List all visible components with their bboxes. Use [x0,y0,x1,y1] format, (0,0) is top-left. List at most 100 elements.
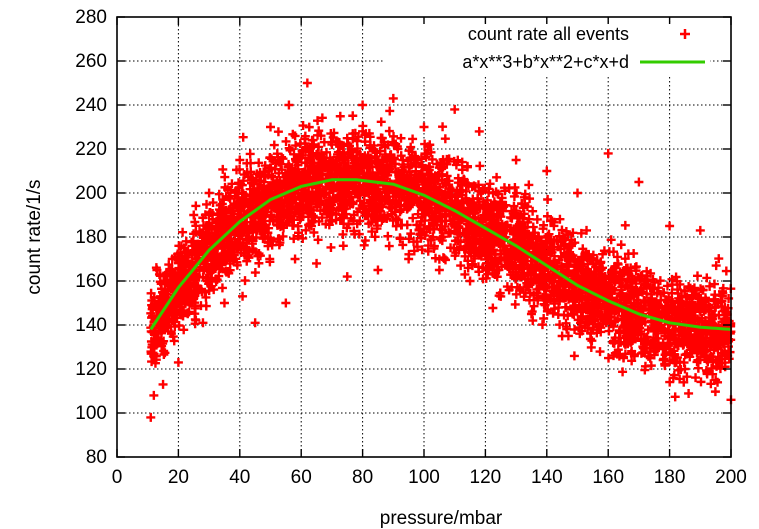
scatter-point [697,317,707,327]
scatter-point [291,141,301,151]
scatter-point [528,222,538,232]
scatter-point [285,145,295,155]
scatter-point [496,212,506,222]
scatter-point [231,228,241,238]
scatter-point [585,311,595,321]
scatter-point [223,245,233,255]
scatter-point [638,305,648,315]
scatter-point [542,211,552,221]
scatter-point [640,276,650,286]
scatter-point [714,331,724,341]
scatter-point [512,221,522,231]
scatter-point [247,239,257,249]
scatter-point [714,254,724,264]
scatter-point [555,214,565,224]
scatter-point [331,215,341,225]
scatter-point [238,132,248,142]
scatter-point [465,276,475,286]
scatter-point [680,364,690,374]
scatter-point [623,283,633,293]
scatter-point [596,323,606,333]
scatter-point [438,189,448,199]
scatter-point [310,191,320,201]
scatter-point [198,213,208,223]
scatter-point [486,242,496,252]
scatter-point [365,132,375,142]
scatter-point [259,221,269,231]
scatter-point [263,228,273,238]
scatter-point [626,291,636,301]
scatter-point [296,203,306,213]
scatter-point [250,268,260,278]
scatter-point [588,324,598,334]
scatter-point [238,176,248,186]
y-tick-label: 100 [75,403,107,424]
scatter-point [366,217,376,227]
scatter-point [715,354,725,364]
scatter-point [393,144,403,154]
scatter-point [566,289,576,299]
scatter-point [640,348,650,358]
scatter-point [324,188,334,198]
scatter-point [682,297,692,307]
scatter-point [471,230,481,240]
scatter-point [363,183,373,193]
scatter-point [691,373,701,383]
scatter-point [277,165,287,175]
scatter-point [435,234,445,244]
scatter-point [425,140,435,150]
scatter-point [427,173,437,183]
scatter-point [412,177,422,187]
scatter-point [360,236,370,246]
scatter-point [413,155,423,165]
scatter-point [265,181,275,191]
scatter-point [243,172,253,182]
scatter-point [606,318,616,328]
scatter-point [230,188,240,198]
scatter-point [449,156,459,166]
scatter-point [289,234,299,244]
scatter-point [491,235,501,245]
scatter-point [218,164,228,174]
scatter-point [561,322,571,332]
scatter-point [434,206,444,216]
scatter-point [308,149,318,159]
scatter-point [327,140,337,150]
scatter-point [314,151,324,161]
scatter-point [382,186,392,196]
scatter-point [396,133,406,143]
scatter-point [642,266,652,276]
scatter-point [509,261,519,271]
scatter-point [517,257,527,267]
scatter-point [438,122,448,132]
scatter-point [405,153,415,163]
scatter-point [220,206,230,216]
scatter-point [326,129,336,139]
scatter-point [541,233,551,243]
scatter-point [676,327,686,337]
x-tick-label: 200 [715,467,747,488]
scatter-point [164,310,174,320]
scatter-point [303,205,313,215]
scatter-point [149,390,159,400]
scatter-point [170,274,180,284]
scatter-point [322,209,332,219]
scatter-point [412,196,422,206]
scatter-point [286,163,296,173]
scatter-point [412,220,422,230]
scatter-point [375,163,385,173]
scatter-point [460,269,470,279]
scatter-point [183,256,193,266]
x-tick-label: 140 [531,467,563,488]
scatter-point [642,337,652,347]
y-tick-label: 240 [75,95,107,116]
scatter-point [419,122,429,132]
scatter-point [437,164,447,174]
scatter-point [543,246,553,256]
scatter-point [490,270,500,279]
scatter-point [403,200,413,210]
scatter-point [633,272,643,282]
scatter-point [281,298,291,308]
scatter-point [721,266,731,276]
scatter-point [695,305,705,315]
